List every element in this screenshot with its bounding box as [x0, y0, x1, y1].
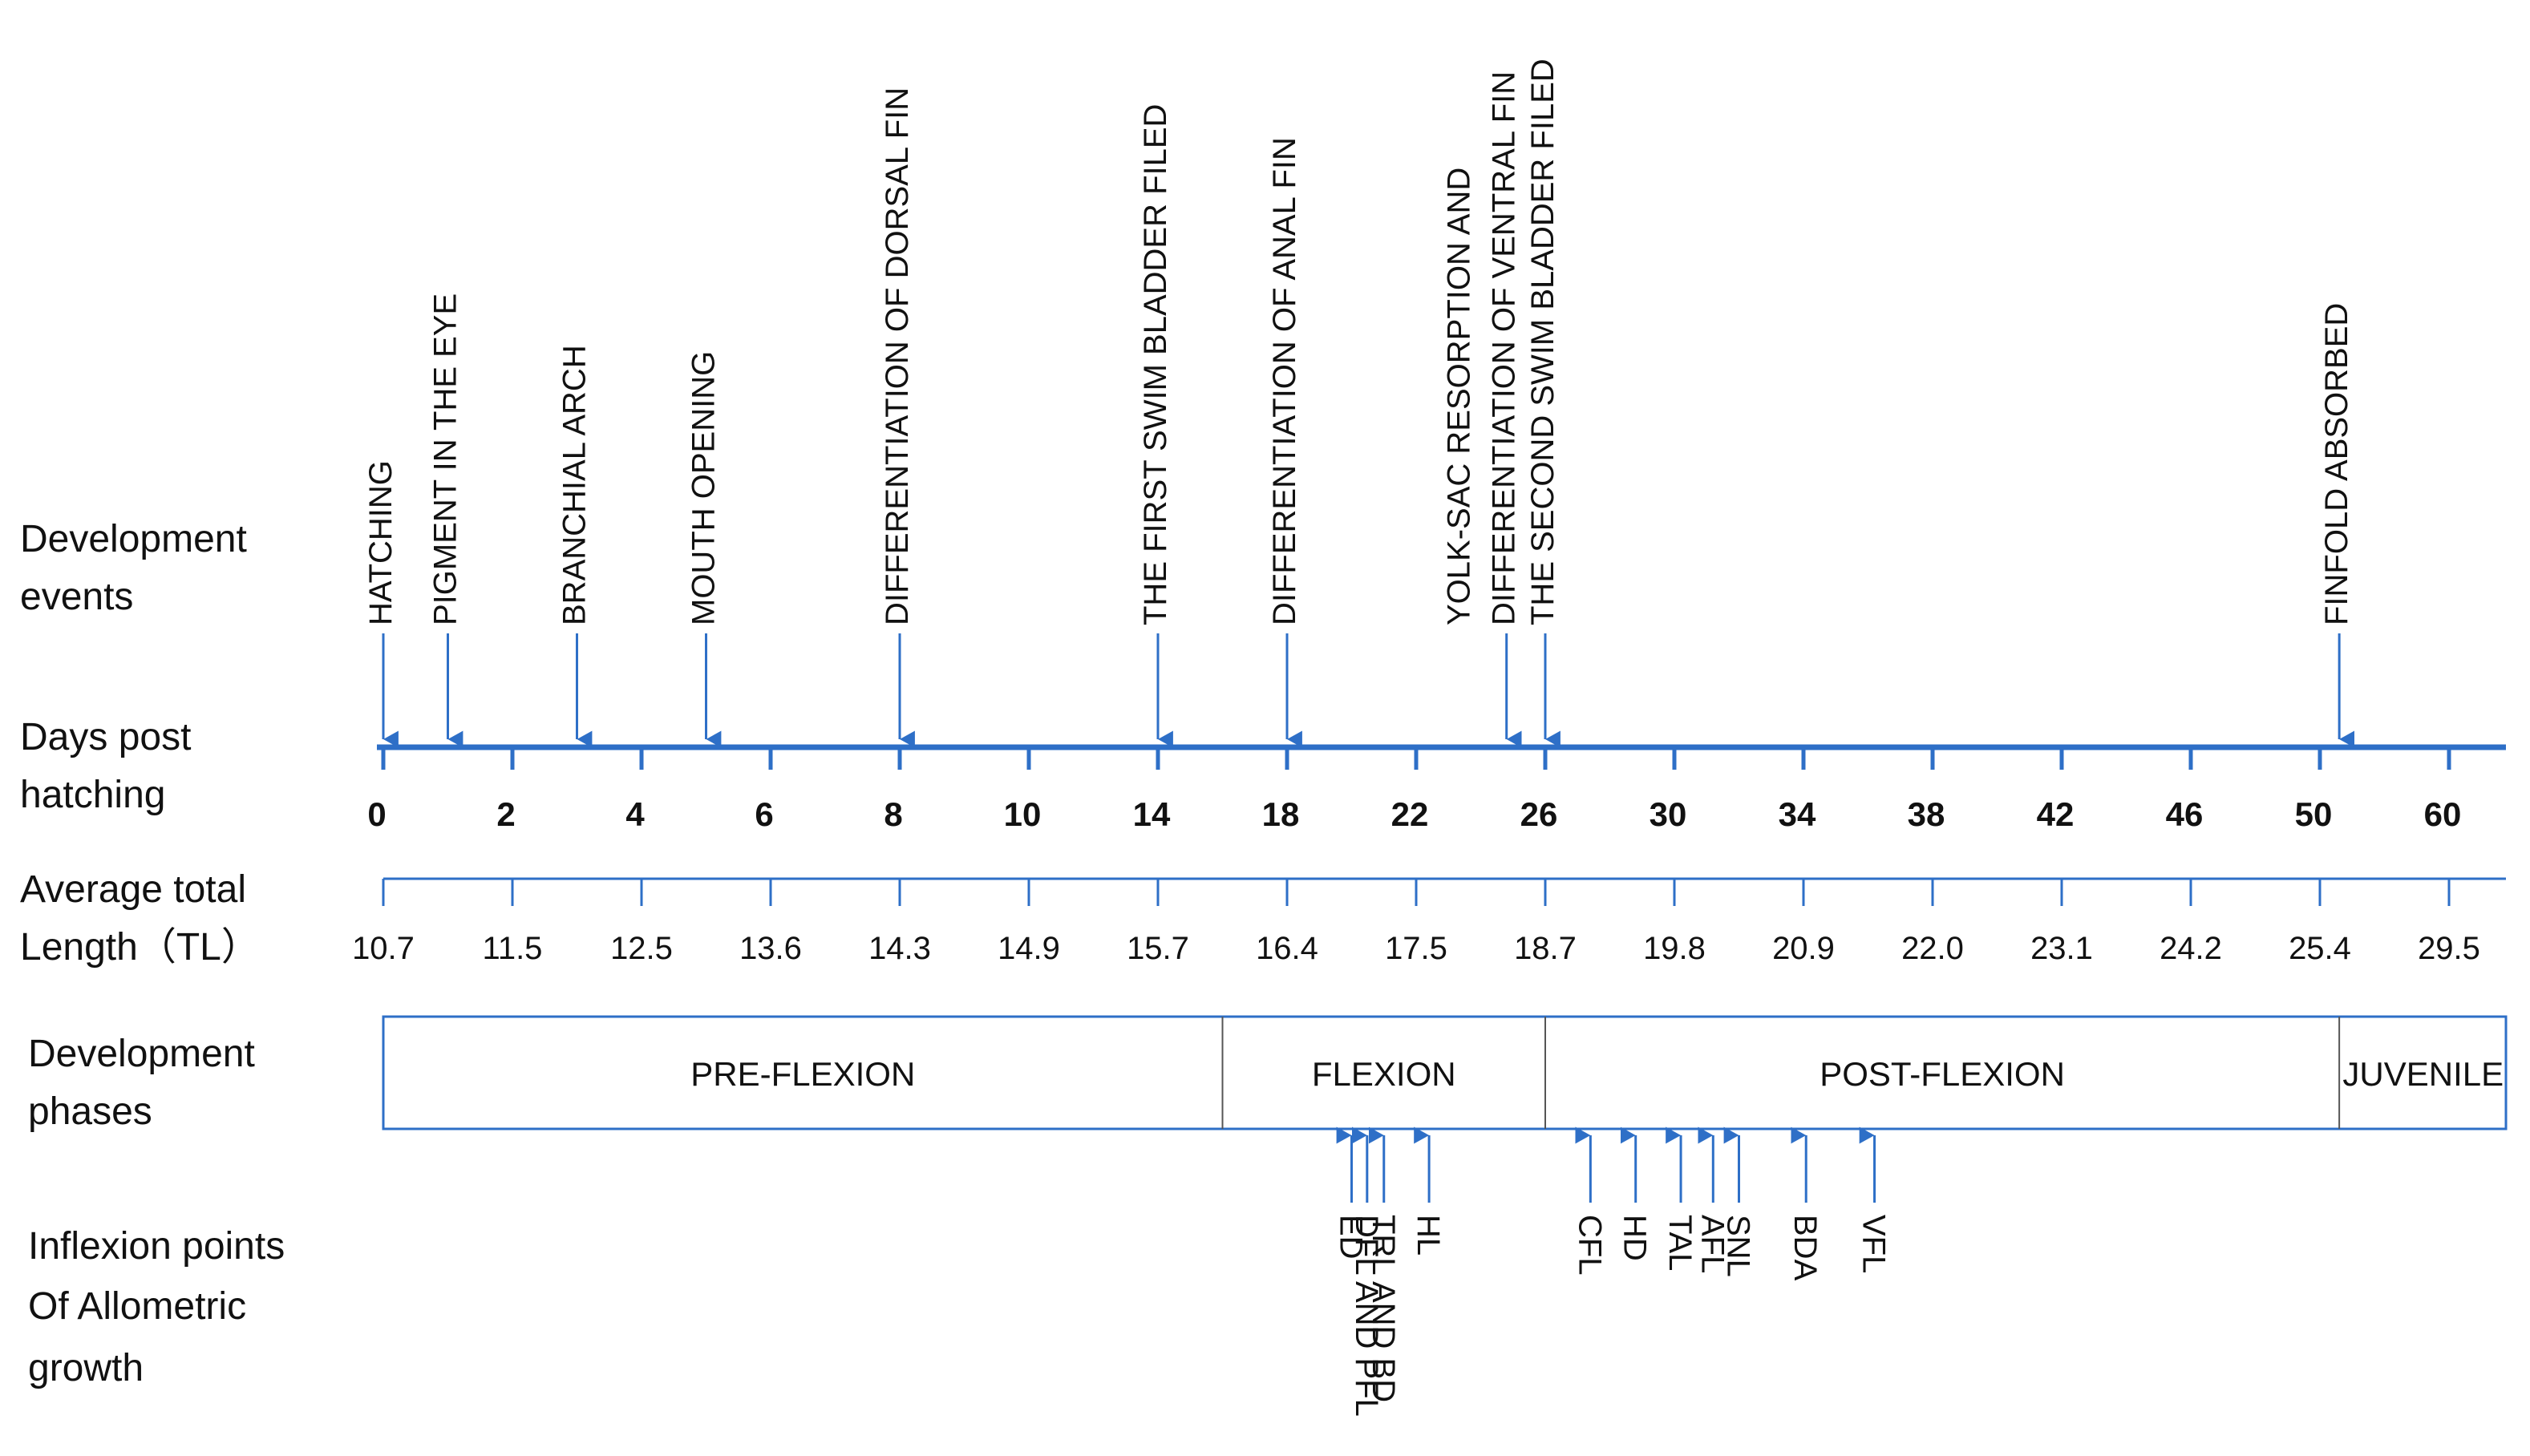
row-label-events-line2: events — [20, 576, 133, 618]
days-tick-label: 42 — [2037, 795, 2075, 833]
phase-label: POST-FLEXION — [1820, 1055, 2065, 1093]
event-label: HATCHING — [363, 460, 399, 625]
event-label: YOLK-SAC RESORPTION AND — [1442, 168, 1477, 625]
days-tick-label: 22 — [1391, 795, 1429, 833]
development-phases-bar: PRE-FLEXION FLEXION POST-FLEXION JUVENILE — [382, 1015, 2508, 1130]
tl-tick-label: 24.2 — [2160, 931, 2222, 966]
total-length-axis-ticks: 10.7 11.5 12.5 13.6 14.3 14.9 15.7 16.4 17.5 18.7… — [352, 879, 2480, 966]
row-label-events-line1: Development — [20, 518, 247, 560]
days-tick-label: 46 — [2166, 795, 2204, 833]
tl-tick-label: 14.9 — [998, 931, 1060, 966]
days-tick-label: 26 — [1520, 795, 1558, 833]
inflexion-label: AFL — [1694, 1215, 1730, 1273]
days-tick-label: 38 — [1908, 795, 1945, 833]
event-label: PIGMENT IN THE EYE — [428, 293, 463, 625]
tl-tick-label: 19.8 — [1643, 931, 1706, 966]
row-label-days-line1: Days post — [20, 716, 191, 758]
tl-tick-label: 15.7 — [1127, 931, 1189, 966]
event-label: FINFOLD ABSORBED — [2319, 303, 2354, 625]
row-label-phases-line1: Development — [28, 1033, 255, 1075]
phases-box — [382, 1015, 2508, 1130]
days-tick-label: 0 — [367, 795, 386, 833]
row-label-length-line1: Average total — [20, 868, 246, 911]
row-label-days: Days post hatching — [20, 716, 191, 816]
row-label-length-line2: Length（TL） — [20, 926, 260, 969]
row-label-inflexion: Inflexion points Of Allometric growth — [28, 1225, 285, 1389]
row-label-phases: Development phases — [28, 1033, 255, 1133]
inflexion-label: HD — [1617, 1215, 1653, 1261]
days-tick-label: 50 — [2295, 795, 2333, 833]
row-label-phases-line2: phases — [28, 1090, 152, 1133]
days-tick-label: 18 — [1262, 795, 1300, 833]
row-label-inflexion-line3: growth — [28, 1347, 144, 1389]
inflexion-label: CFL — [1572, 1215, 1607, 1276]
row-label-days-line2: hatching — [20, 774, 165, 816]
row-label-inflexion-line1: Inflexion points — [28, 1225, 285, 1268]
days-tick-label: 34 — [1779, 795, 1816, 833]
inflexion-label: HL — [1411, 1215, 1446, 1256]
days-tick-label: 6 — [755, 795, 773, 833]
tl-tick-label: 29.5 — [2418, 931, 2480, 966]
tl-tick-label: 12.5 — [610, 931, 673, 966]
tl-tick-label: 14.3 — [868, 931, 931, 966]
event-label: DIFFERENTIATION OF VENTRAL FIN — [1487, 71, 1522, 625]
inflexion-label: ED — [1334, 1215, 1369, 1260]
inflexion-label: SNL — [1721, 1215, 1756, 1277]
tl-tick-label: 10.7 — [352, 931, 415, 966]
days-tick-label: 8 — [884, 795, 902, 833]
days-tick-label: 4 — [625, 795, 645, 833]
days-tick-label: 2 — [496, 795, 515, 833]
days-axis-ticks: 0 2 4 6 8 10 14 18 22 26 30 34 38 42 46 50 60 — [367, 747, 2461, 833]
event-label: DIFFERENTIATION OF DORSAL FIN — [880, 87, 915, 625]
event-label: THE SECOND SWIM BLADDER FILED — [1525, 59, 1561, 625]
tl-tick-label: 25.4 — [2289, 931, 2351, 966]
event-label: THE FIRST SWIM BLADDER FILED — [1138, 104, 1173, 625]
days-tick-label: 30 — [1650, 795, 1687, 833]
inflexion-label: TAL — [1662, 1215, 1698, 1271]
inflexion-label: TRL AND BD — [1366, 1215, 1401, 1402]
inflexion-label: DFL AND PFL — [1349, 1215, 1384, 1417]
tl-tick-label: 23.1 — [2030, 931, 2093, 966]
phase-label: JUVENILE — [2342, 1055, 2504, 1093]
row-label-events: Development events — [20, 518, 247, 618]
tl-tick-label: 11.5 — [483, 931, 543, 966]
tl-tick-label: 16.4 — [1256, 931, 1318, 966]
phase-label: FLEXION — [1312, 1055, 1456, 1093]
event-label: BRANCHIAL ARCH — [557, 345, 593, 625]
tl-tick-label: 22.0 — [1901, 931, 1964, 966]
phase-label: PRE-FLEXION — [690, 1055, 915, 1093]
development-events: HATCHING PIGMENT IN THE EYE BRANCHIAL ARCH… — [363, 59, 2354, 748]
event-label: MOUTH OPENING — [686, 351, 722, 625]
inflexion-label: BDA — [1787, 1215, 1823, 1281]
tl-tick-label: 13.6 — [739, 931, 802, 966]
row-label-inflexion-line2: Of Allometric — [28, 1285, 246, 1328]
days-tick-label: 10 — [1004, 795, 1042, 833]
days-tick-label: 14 — [1133, 795, 1171, 833]
tl-tick-label: 20.9 — [1772, 931, 1835, 966]
row-label-length: Average total Length（TL） — [20, 868, 260, 969]
event-label: DIFFERENTIATION OF ANAL FIN — [1267, 137, 1302, 625]
tl-tick-label: 18.7 — [1514, 931, 1577, 966]
tl-tick-label: 17.5 — [1385, 931, 1447, 966]
days-tick-label: 60 — [2424, 795, 2462, 833]
inflexion-label: VFL — [1856, 1215, 1892, 1273]
